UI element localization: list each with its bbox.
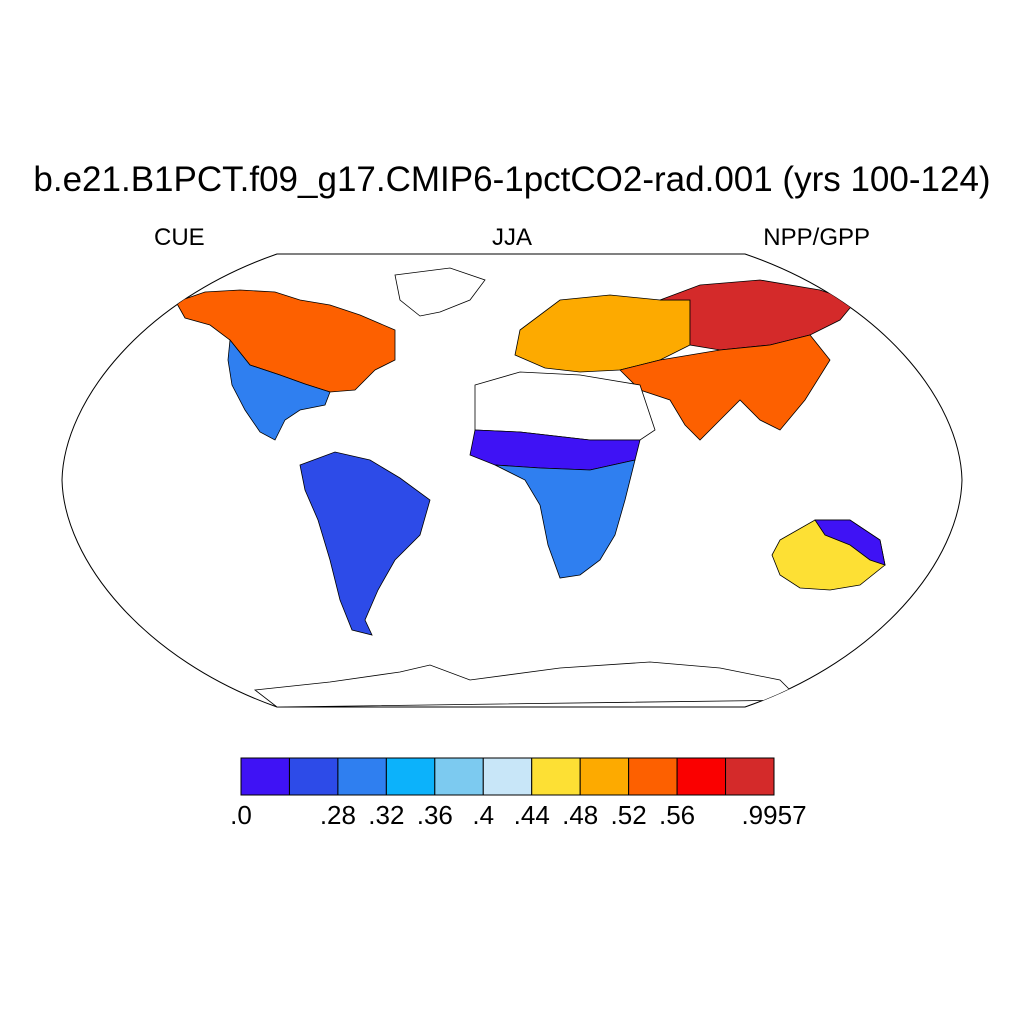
south-america — [299, 451, 431, 636]
colorbar-box — [434, 757, 484, 796]
colorbar-tick-label: .32 — [368, 800, 405, 830]
australia-rim — [814, 519, 886, 566]
colorbar-box — [725, 757, 775, 796]
greenland-outline — [394, 267, 486, 317]
siberia — [659, 279, 856, 351]
colorbar-box — [385, 757, 436, 796]
colorbar-tick-label: .4 — [472, 800, 495, 830]
africa-south — [494, 459, 636, 579]
colorbar-tick-label: .28 — [319, 800, 356, 830]
europe — [514, 294, 691, 373]
colorbar-box — [579, 757, 630, 796]
colorbar-tick-label: .52 — [610, 800, 647, 830]
colorbar-box — [337, 757, 387, 796]
north-america-south — [227, 338, 331, 441]
colorbar-tick-label: .48 — [562, 800, 599, 830]
season-label: JJA — [491, 224, 532, 251]
colorbar-box — [482, 757, 533, 796]
colorbar-box — [628, 757, 678, 796]
map-title: b.e21.B1PCT.f09_g17.CMIP6-1pctCO2-rad.00… — [33, 160, 991, 199]
colorbar-tick-label: .0 — [230, 800, 252, 830]
colorbar-box — [288, 757, 339, 796]
colorbar-tick-label: .9957 — [741, 800, 807, 830]
variable-label: CUE — [154, 224, 205, 251]
colorbar-tick-label: .44 — [513, 800, 550, 830]
colorbar-box — [531, 757, 581, 796]
colorbar-tick-label: .36 — [416, 800, 453, 830]
colorbar-tick-label: .56 — [659, 800, 696, 830]
colorbar-box — [676, 757, 727, 796]
south-asia — [619, 334, 831, 441]
units-label: NPP/GPP — [763, 224, 870, 251]
antarctica-outline — [253, 661, 801, 707]
colorbar-box — [240, 757, 290, 796]
